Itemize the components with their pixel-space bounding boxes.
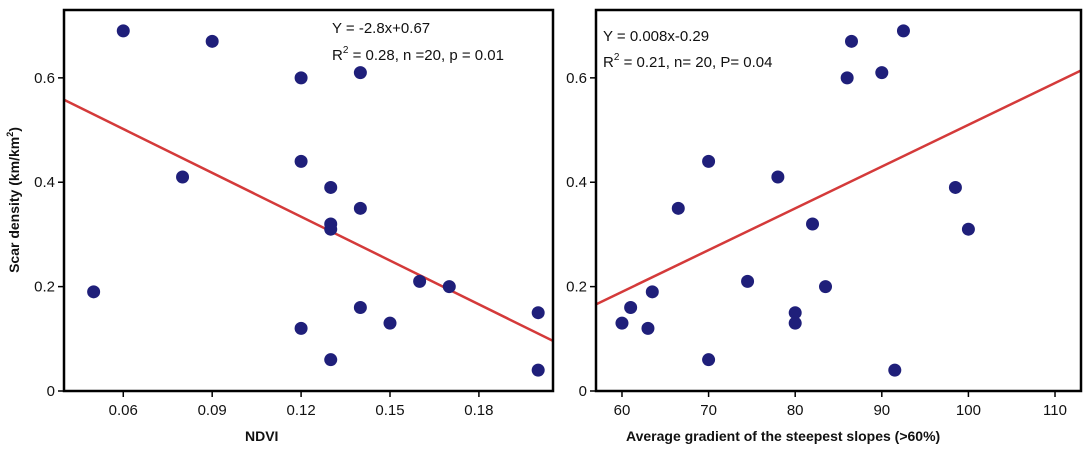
regression-stats-values: = 0.28, n =20, p = 0.01: [348, 47, 504, 64]
data-point: [702, 154, 716, 168]
y-tick-label: 0: [579, 383, 587, 400]
data-point: [324, 222, 338, 236]
plot-frame: [594, 8, 1083, 393]
data-point: [948, 180, 962, 194]
x-tick-label: 0.12: [286, 402, 315, 419]
x-tick-label: 100: [956, 402, 981, 419]
data-point: [819, 280, 833, 294]
x-tick-label: 0.06: [109, 402, 138, 419]
data-point: [788, 316, 802, 330]
plot-frame: [62, 8, 555, 393]
x-tick-label: 110: [1043, 402, 1067, 419]
data-point: [205, 34, 219, 48]
regression-stats: R2 = 0.28, n =20, p = 0.01: [332, 45, 504, 64]
regression-equation: Y = 0.008x-0.29: [603, 28, 709, 45]
x-tick-label: 0.09: [198, 402, 227, 419]
regression-stats-values: = 0.21, n= 20, P= 0.04: [619, 54, 772, 71]
y-axis-title-main: Scar density (km/km: [6, 137, 22, 273]
data-point: [116, 24, 130, 38]
r-symbol: R: [332, 47, 343, 64]
x-axis-title: NDVI: [245, 428, 278, 444]
chart-gradient: 60 70 80 90 100 110 0 0.2 0.4 0.6 Y = 0.008x-0.2…: [566, 8, 1083, 444]
data-point: [176, 170, 190, 184]
data-point: [294, 154, 308, 168]
y-axis-title-end: ): [6, 127, 22, 132]
y-tick-label: 0.6: [34, 70, 55, 87]
data-point: [888, 363, 902, 377]
data-point: [961, 222, 975, 236]
data-point: [615, 316, 629, 330]
y-tick-label: 0.4: [34, 174, 55, 191]
data-point: [442, 280, 456, 294]
x-tick-label: 60: [614, 402, 631, 419]
x-tick-label: 0.18: [464, 402, 493, 419]
y-axis-title: Scar density (km/km2): [5, 127, 22, 273]
data-point: [383, 316, 397, 330]
data-point: [788, 306, 802, 320]
y-tick-label: 0.2: [34, 279, 55, 296]
data-point: [353, 66, 367, 80]
data-point: [844, 34, 858, 48]
data-point: [324, 353, 338, 367]
data-point: [702, 353, 716, 367]
y-tick-label: 0.6: [566, 70, 587, 87]
x-tick-label: 80: [787, 402, 804, 419]
data-point: [806, 217, 820, 231]
data-point: [671, 201, 685, 215]
data-point: [741, 274, 755, 288]
r-squared-superscript: 2: [343, 45, 349, 56]
y-tick-label: 0.2: [566, 279, 587, 296]
y-tick-label: 0: [47, 383, 55, 400]
data-point: [896, 24, 910, 38]
data-point: [324, 180, 338, 194]
y-tick-label: 0.4: [566, 174, 587, 191]
data-point: [771, 170, 785, 184]
data-point: [624, 300, 638, 314]
regression-equation: Y = -2.8x+0.67: [332, 20, 430, 37]
data-point: [294, 321, 308, 335]
regression-line: [596, 69, 1081, 306]
data-point: [875, 66, 889, 80]
regression-stats: R2 = 0.21, n= 20, P= 0.04: [603, 52, 772, 71]
y-axis-title-superscript: 2: [5, 132, 15, 137]
data-point: [840, 71, 854, 85]
data-point: [353, 300, 367, 314]
r-symbol: R: [603, 54, 614, 71]
data-point: [294, 71, 308, 85]
x-axis-title: Average gradient of the steepest slopes …: [626, 428, 940, 444]
x-tick-label: 90: [873, 402, 890, 419]
data-point: [353, 201, 367, 215]
data-point: [641, 321, 655, 335]
chart-ndvi: 0.06 0.09 0.12 0.15 0.18 0 0.2 0.4 0.6 Y = -2.8…: [5, 8, 555, 444]
data-point: [645, 285, 659, 299]
data-point: [531, 306, 545, 320]
r-squared-superscript: 2: [614, 52, 620, 63]
x-tick-label: 0.15: [375, 402, 404, 419]
data-point: [531, 363, 545, 377]
regression-line: [64, 98, 553, 343]
data-point: [413, 274, 427, 288]
x-tick-label: 70: [700, 402, 717, 419]
data-point: [87, 285, 101, 299]
